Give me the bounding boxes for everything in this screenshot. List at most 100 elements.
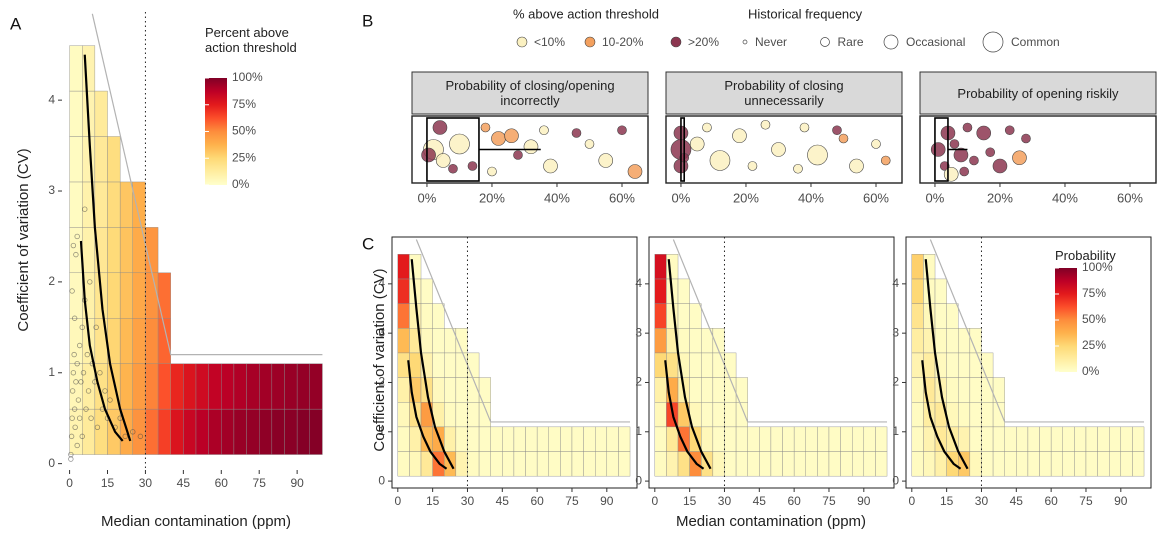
heat-cell xyxy=(119,181,133,228)
heat-cell xyxy=(284,363,298,410)
heat-cell xyxy=(246,408,260,455)
bubble xyxy=(962,122,973,133)
heat-cell xyxy=(689,328,702,354)
strip-title: Probability of opening riskily xyxy=(957,85,1119,101)
x-tick-label: 90 xyxy=(600,494,614,508)
y-tick-label: 1 xyxy=(378,424,385,438)
x-tick-label: 90 xyxy=(290,476,304,490)
scatter-point xyxy=(97,370,103,376)
bubble xyxy=(849,158,864,174)
x-axis-title: Median contamination (ppm) xyxy=(101,513,291,530)
heat-cell xyxy=(981,426,994,452)
heat-cell xyxy=(934,426,947,452)
heat-cell xyxy=(170,363,184,410)
heat-cell xyxy=(594,451,608,477)
bubble xyxy=(747,161,758,171)
boundary-line xyxy=(672,239,888,423)
strip-title: Probability of closing unnecessarily xyxy=(724,78,844,108)
heat-cell xyxy=(712,352,725,378)
heat-cell xyxy=(851,451,865,477)
heat-cell xyxy=(805,451,818,477)
bubble xyxy=(793,163,803,174)
y-tick-label: 2 xyxy=(892,375,899,389)
heat-cell xyxy=(583,451,596,477)
heat-cell xyxy=(94,181,108,228)
bubble xyxy=(976,125,992,141)
scatter-point xyxy=(70,370,77,376)
heat-cell xyxy=(654,451,667,477)
legend-label: 10-20% xyxy=(602,35,644,49)
heat-cell xyxy=(666,426,679,452)
heat-cell xyxy=(969,451,982,477)
x-tick-label: 0 xyxy=(394,494,401,508)
heat-cell xyxy=(571,426,584,452)
scatter-point xyxy=(76,342,83,349)
heat-cell xyxy=(309,363,323,410)
heat-cell xyxy=(618,451,631,477)
scatter-point xyxy=(75,397,82,403)
heat-cell xyxy=(195,408,209,455)
heat-cell xyxy=(911,451,924,477)
x-tick-label: 60% xyxy=(1117,190,1143,205)
heat-cell xyxy=(654,426,667,452)
heat-cell xyxy=(934,451,947,477)
heat-cell xyxy=(560,426,573,452)
y-tick-label: 1 xyxy=(892,424,899,438)
heat-cell xyxy=(1016,426,1029,452)
x-tick-label: 75 xyxy=(822,494,836,508)
bubble xyxy=(480,122,491,133)
curve xyxy=(83,54,132,442)
heat-cell xyxy=(1085,426,1098,452)
panel-label: A xyxy=(10,14,22,33)
bubble xyxy=(871,139,881,149)
bubble xyxy=(421,147,436,163)
x-tick-label: 75 xyxy=(565,494,579,508)
heat-cell xyxy=(618,426,631,452)
legend-label: Occasional xyxy=(906,35,965,49)
heat-cell xyxy=(478,401,491,428)
heat-cell xyxy=(1108,451,1122,477)
heat-cell xyxy=(934,278,947,304)
bubble xyxy=(838,133,849,144)
heat-cell xyxy=(677,328,690,354)
strip xyxy=(411,71,649,115)
heat-cell xyxy=(875,451,888,477)
x-tick-label: 60% xyxy=(863,190,889,205)
y-axis-title: Coefficient of variation (CV) xyxy=(15,148,32,331)
heat-cell xyxy=(701,352,714,378)
heat-cell xyxy=(981,401,994,428)
x-tick-label: 20% xyxy=(987,190,1013,205)
heat-cell xyxy=(145,318,159,364)
heat-cell xyxy=(157,408,171,455)
x-tick-label: 60 xyxy=(787,494,801,508)
bubble xyxy=(953,147,969,163)
bubble xyxy=(943,166,959,182)
x-tick-label: 0% xyxy=(418,190,437,205)
heat-cell xyxy=(934,328,947,354)
y-tick-label: 4 xyxy=(48,92,55,106)
bubble xyxy=(523,139,539,155)
bubble xyxy=(539,125,549,136)
heat-cell xyxy=(1050,451,1063,477)
heat-cell xyxy=(701,401,714,428)
heat-cell xyxy=(1108,426,1122,452)
x-tick-label: 60% xyxy=(609,190,635,205)
heat-cell xyxy=(1097,426,1110,452)
scatter-point xyxy=(74,233,80,240)
heat-cell xyxy=(432,328,445,354)
scatter-point xyxy=(74,442,80,449)
heat-cell xyxy=(712,377,725,403)
x-tick-label: 75 xyxy=(1079,494,1093,508)
panel-frame xyxy=(648,236,895,489)
x-tick-label: 15 xyxy=(426,494,440,508)
y-tick-label: 4 xyxy=(892,276,899,290)
legend-swatch xyxy=(516,36,528,48)
bubble xyxy=(930,142,946,157)
panel-frame xyxy=(391,236,638,489)
heat-cell xyxy=(271,363,285,410)
heat-cell xyxy=(654,278,667,304)
scatter-point xyxy=(74,360,80,367)
heat-cell xyxy=(94,136,108,183)
scatter-point xyxy=(87,279,93,285)
